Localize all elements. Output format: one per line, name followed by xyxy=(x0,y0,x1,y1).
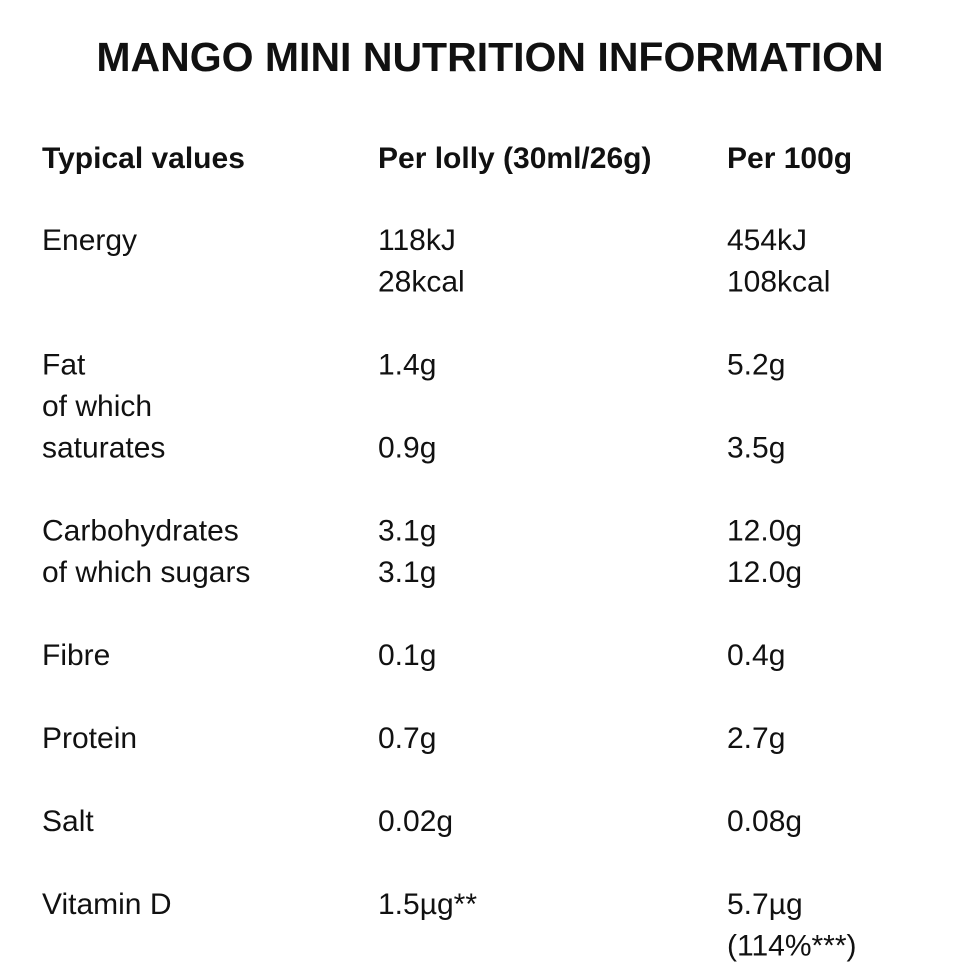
row-label: Fibre xyxy=(42,639,110,672)
cell-value: 0.4g xyxy=(727,639,785,672)
row-label: Carbohydrates xyxy=(42,514,239,547)
cell-value: 0.7g xyxy=(378,722,436,755)
cell-value: 1.4g xyxy=(378,348,436,381)
cell-value: 2.7g xyxy=(727,722,785,755)
row-label: of which sugars xyxy=(42,556,250,589)
cell-value: 0.9g xyxy=(378,431,436,464)
row-label: Fat xyxy=(42,348,86,381)
cell-value: 3.5g xyxy=(727,431,785,464)
cell-value: 0.02g xyxy=(378,805,453,838)
row-label: Protein xyxy=(42,722,137,755)
row-label: saturates xyxy=(42,431,165,464)
row-label: Energy xyxy=(42,224,137,257)
cell-value: 3.1g xyxy=(378,556,436,589)
cell-value: 0.1g xyxy=(378,639,436,672)
row-label: of which xyxy=(42,390,152,423)
cell-value: 0.08g xyxy=(727,805,802,838)
cell-value: 28kcal xyxy=(378,265,465,298)
cell-value: 108kcal xyxy=(727,265,830,298)
cell-value: 1.5µg** xyxy=(378,888,477,921)
cell-value: 12.0g xyxy=(727,514,802,547)
cell-value: 5.2g xyxy=(727,348,785,381)
column-header: Typical values xyxy=(42,142,245,175)
cell-value: 3.1g xyxy=(378,514,436,547)
row-label: Vitamin D xyxy=(42,888,172,921)
cell-value: 12.0g xyxy=(727,556,802,589)
column-header: Per 100g xyxy=(727,142,852,175)
cell-value: 118kJ xyxy=(378,224,456,257)
title: MANGO MINI NUTRITION INFORMATION xyxy=(96,34,883,80)
cell-value: 454kJ xyxy=(727,224,807,257)
cell-value: (114%***) xyxy=(727,929,857,962)
cell-value: 5.7µg xyxy=(727,888,803,921)
column-header: Per lolly (30ml/26g) xyxy=(378,142,651,175)
row-label: Salt xyxy=(42,805,94,838)
